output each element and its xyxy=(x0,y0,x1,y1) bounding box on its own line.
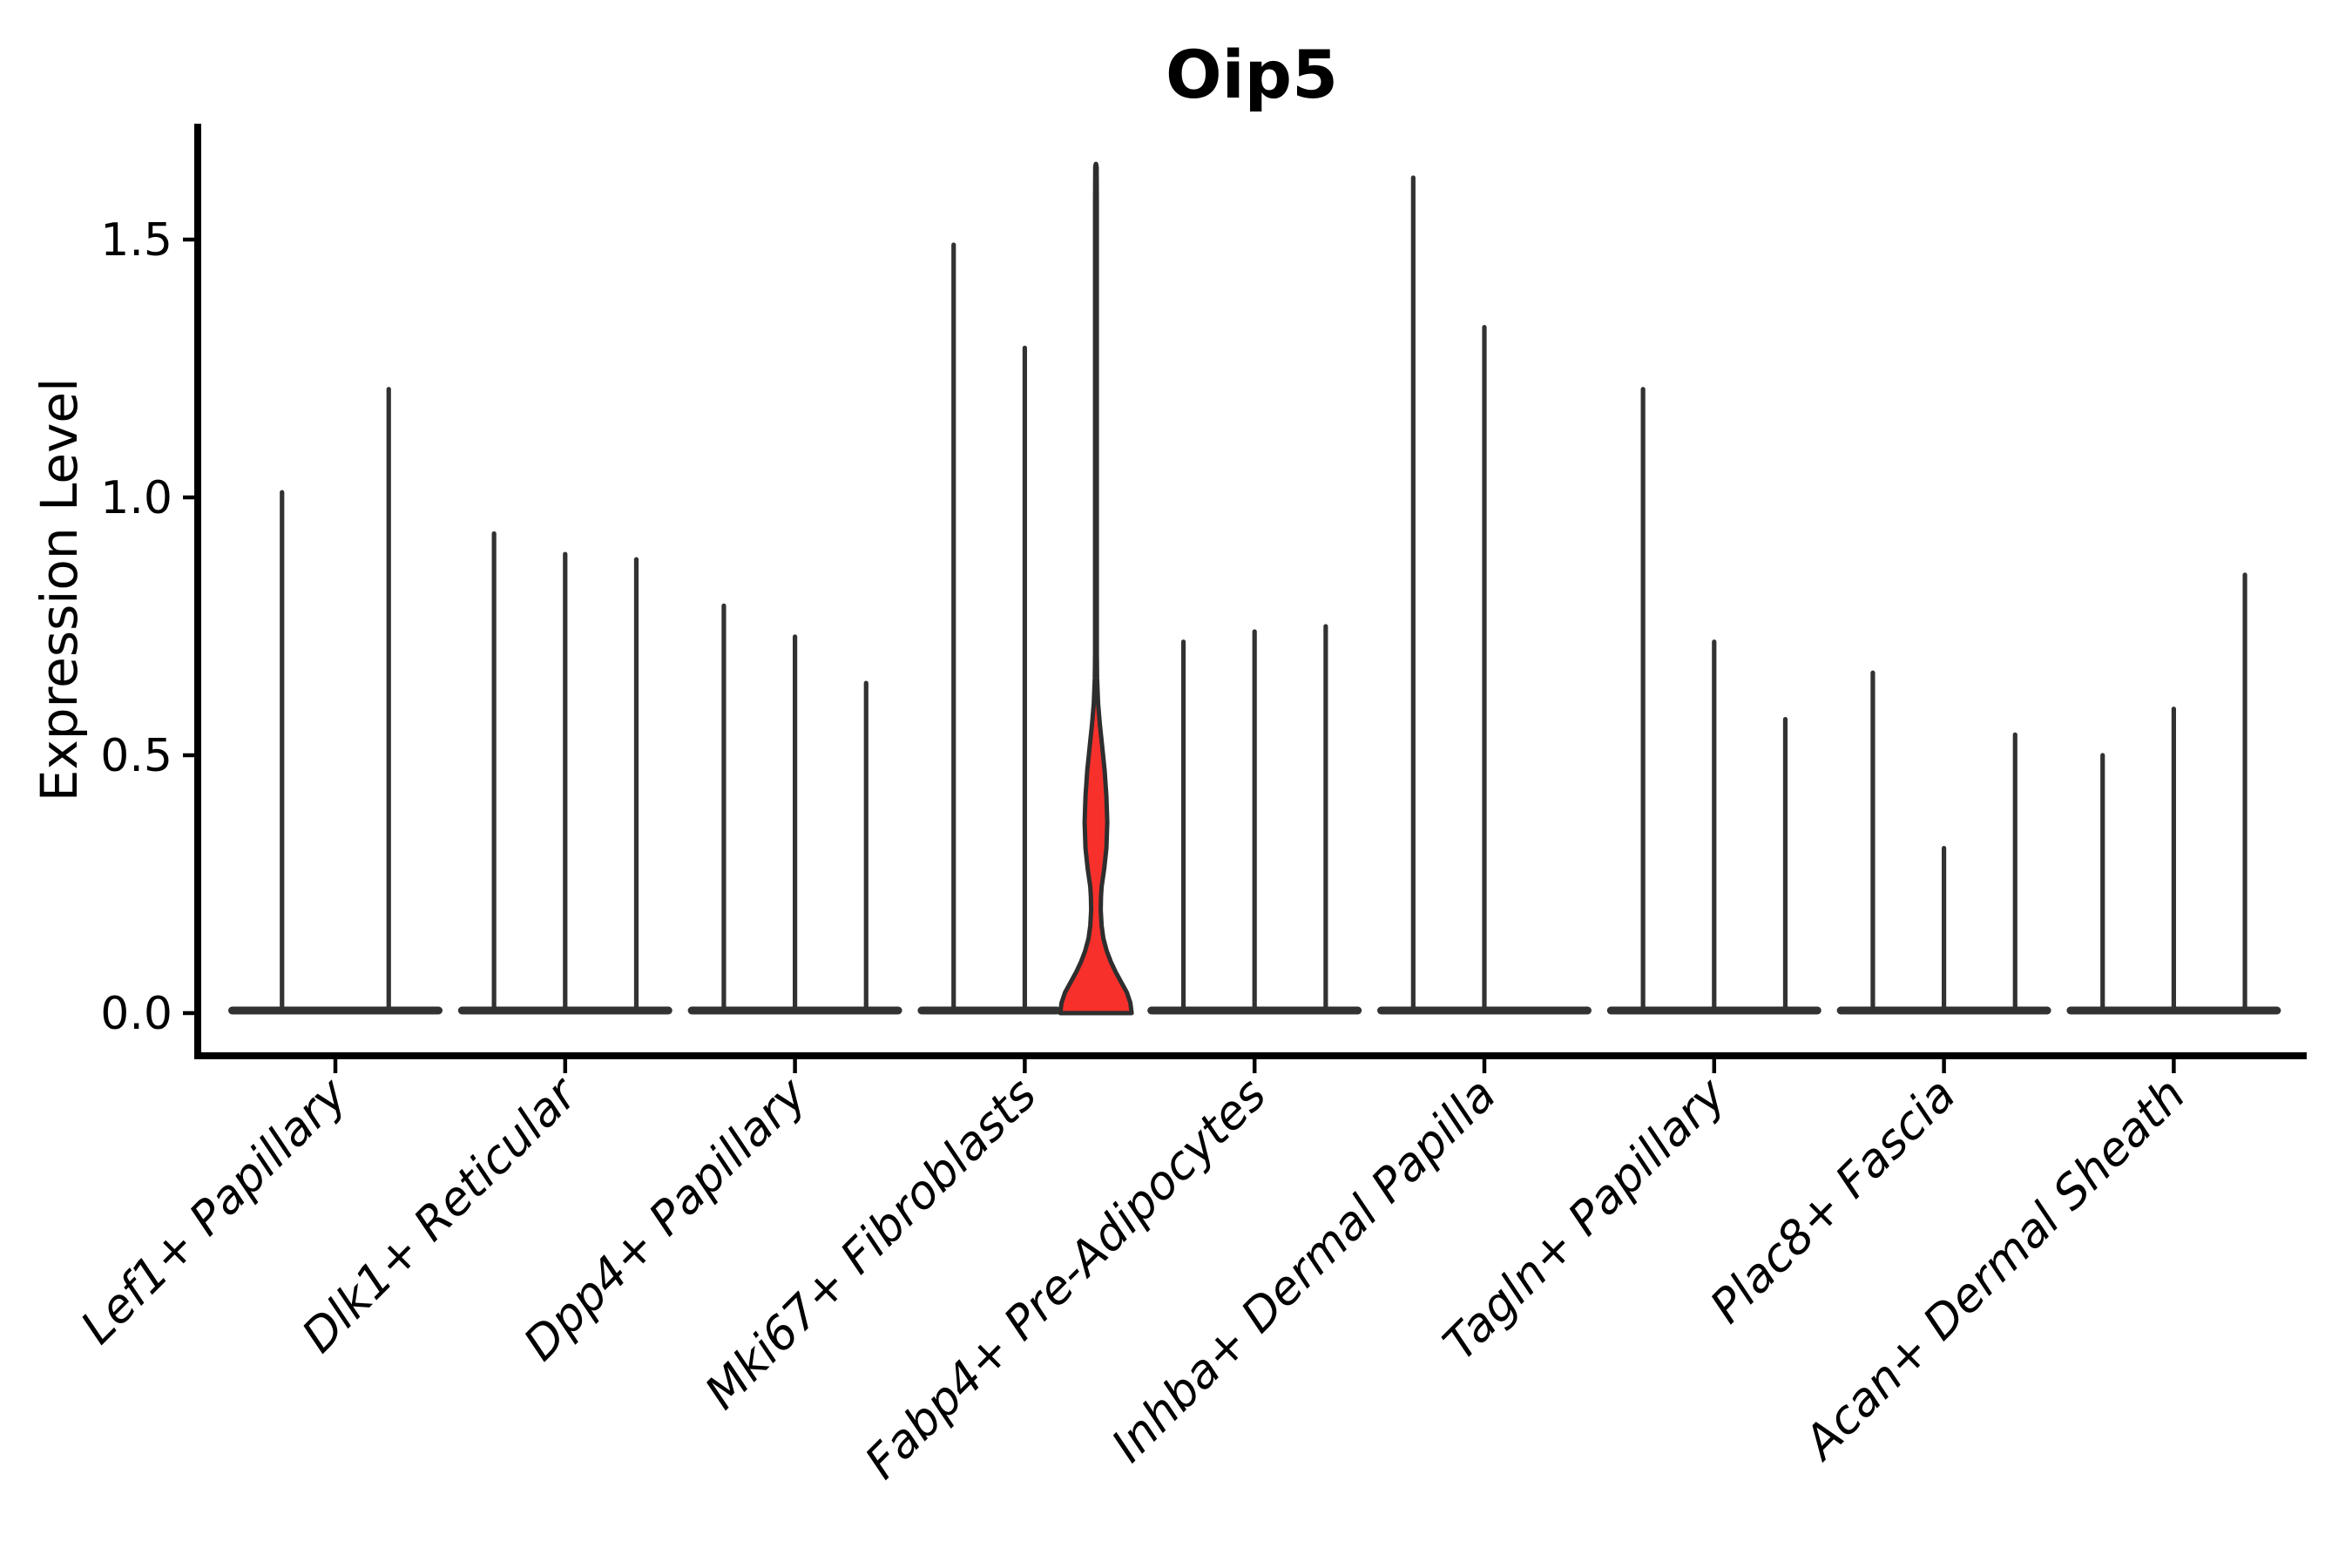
x-tick-label: Acan+ Dermal Sheath xyxy=(1793,1068,2196,1471)
x-tick-label: Inhba+ Dermal Papilla xyxy=(1102,1068,1506,1472)
x-tick-label: Fabp4+ Pre-Adipocytes xyxy=(855,1068,1277,1490)
chart-title: Oip5 xyxy=(1166,36,1338,113)
y-tick-label: 0.5 xyxy=(100,730,172,782)
y-tick-label: 1.0 xyxy=(100,472,172,524)
highlighted-violin xyxy=(1058,161,1134,1016)
y-tick-label: 1.5 xyxy=(100,214,172,267)
x-tick-label: Plac8+ Fascia xyxy=(1700,1068,1966,1334)
y-tick-label: 0.0 xyxy=(100,988,172,1040)
y-axis-label: Expression Level xyxy=(30,378,89,801)
